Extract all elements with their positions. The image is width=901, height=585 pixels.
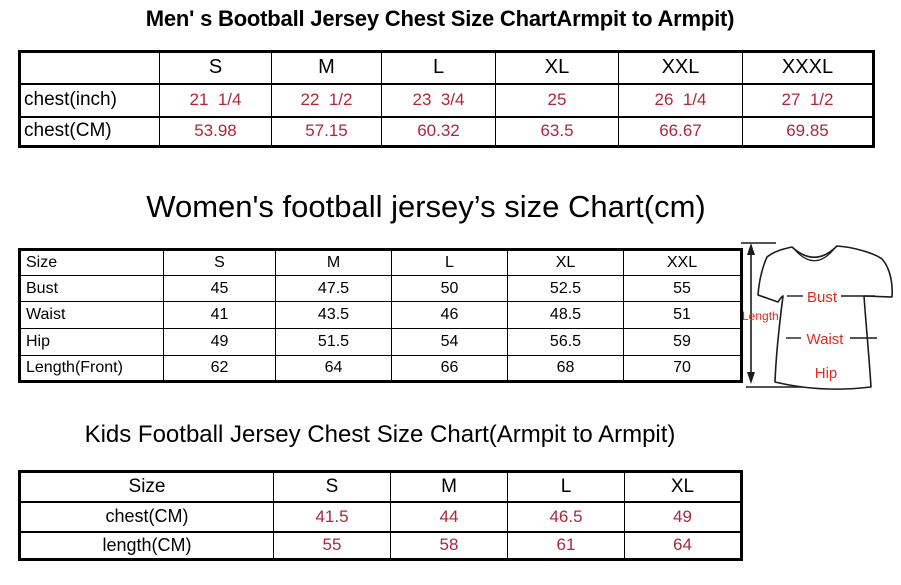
table-row: Length(Front) 62 64 66 68 70	[19, 355, 742, 382]
row-label-cell: chest(inch)	[19, 82, 160, 117]
kids-chart-title: Kids Football Jersey Chest Size Chart(Ar…	[84, 421, 676, 448]
arrow-down-icon	[747, 372, 755, 384]
value-cell: 43.5	[275, 301, 392, 329]
length-label: Length	[742, 309, 779, 323]
value-cell: 46	[391, 301, 508, 329]
value-cell: 68	[507, 355, 624, 382]
corner-cell	[19, 51, 160, 84]
value-cell: 45	[163, 275, 276, 302]
column-header-cell: M	[390, 471, 508, 502]
value-cell: 25	[495, 82, 619, 117]
column-header-cell: XXL	[618, 51, 743, 84]
value-cell: 41.5	[273, 500, 391, 532]
value-cell: 27 1/2	[742, 82, 874, 117]
value-cell: 60.32	[381, 115, 496, 147]
value-cell: 57.15	[271, 115, 382, 147]
row-label-cell: Bust	[19, 275, 164, 302]
table-row: length(CM) 55 58 61 64	[19, 530, 742, 560]
value-cell: 50	[391, 275, 508, 302]
value-cell: 49	[163, 328, 276, 356]
value-cell: 47.5	[275, 275, 392, 302]
value-cell: 23 3/4	[381, 82, 496, 117]
tshirt-measurement-diagram: Bust Waist Hip Length	[740, 237, 901, 395]
column-header-cell: XXL	[623, 249, 742, 276]
value-cell: 44	[390, 500, 508, 532]
mens-chart-title: Men' s Bootball Jersey Chest Size ChartA…	[145, 6, 735, 31]
value-cell: 55	[273, 530, 391, 560]
value-cell: 58	[390, 530, 508, 560]
column-header-cell: XL	[507, 249, 624, 276]
tshirt-outline	[757, 245, 893, 390]
collar-inner-line	[794, 248, 835, 262]
row-label-cell: length(CM)	[19, 530, 274, 560]
arrow-up-icon	[747, 243, 755, 255]
value-cell: 69.85	[742, 115, 874, 147]
column-header-cell: L	[507, 471, 625, 502]
table-row: chest(inch) 21 1/4 22 1/2 23 3/4 25 26 1…	[19, 82, 874, 117]
column-header-cell: Size	[19, 249, 164, 276]
tshirt-icon: Bust Waist Hip Length	[741, 242, 893, 390]
column-header-cell: S	[159, 51, 272, 84]
row-label-cell: Length(Front)	[19, 355, 164, 382]
column-header-cell: M	[271, 51, 382, 84]
row-label-cell: chest(CM)	[19, 115, 160, 147]
kids-size-table: Size S M L XL chest(CM) 41.5 44 46.5 49 …	[18, 470, 743, 561]
value-cell: 21 1/4	[159, 82, 272, 117]
value-cell: 51	[623, 301, 742, 329]
column-header-cell: L	[391, 249, 508, 276]
table-header-row: Size S M L XL XXL	[19, 249, 742, 276]
value-cell: 59	[623, 328, 742, 356]
table-header-row: S M L XL XXL XXXL	[19, 51, 874, 84]
womens-size-table: Size S M L XL XXL Bust 45 47.5 50 52.5 5…	[18, 248, 743, 383]
row-label-cell: chest(CM)	[19, 500, 274, 532]
row-label-cell: Waist	[19, 301, 164, 329]
value-cell: 64	[624, 530, 742, 560]
table-row: Bust 45 47.5 50 52.5 55	[19, 275, 742, 302]
table-row: chest(CM) 53.98 57.15 60.32 63.5 66.67 6…	[19, 115, 874, 147]
column-header-cell: M	[275, 249, 392, 276]
value-cell: 48.5	[507, 301, 624, 329]
value-cell: 52.5	[507, 275, 624, 302]
value-cell: 51.5	[275, 328, 392, 356]
hip-label: Hip	[815, 365, 838, 382]
table-row: Hip 49 51.5 54 56.5 59	[19, 328, 742, 356]
value-cell: 66.67	[618, 115, 743, 147]
value-cell: 64	[275, 355, 392, 382]
table-row: chest(CM) 41.5 44 46.5 49	[19, 500, 742, 532]
column-header-cell: L	[381, 51, 496, 84]
table-row: Waist 41 43.5 46 48.5 51	[19, 301, 742, 329]
value-cell: 22 1/2	[271, 82, 382, 117]
row-label-cell: Hip	[19, 328, 164, 356]
value-cell: 63.5	[495, 115, 619, 147]
waist-label: Waist	[807, 331, 845, 348]
value-cell: 46.5	[507, 500, 625, 532]
mens-size-table: S M L XL XXL XXXL chest(inch) 21 1/4 22 …	[18, 50, 875, 148]
column-header-cell: S	[273, 471, 391, 502]
value-cell: 66	[391, 355, 508, 382]
column-header-cell: S	[163, 249, 276, 276]
value-cell: 70	[623, 355, 742, 382]
column-header-cell: Size	[19, 471, 274, 502]
womens-chart-title: Women's football jersey’s size Chart(cm)	[146, 189, 706, 224]
bust-label: Bust	[807, 289, 838, 306]
value-cell: 56.5	[507, 328, 624, 356]
value-cell: 62	[163, 355, 276, 382]
column-header-cell: XL	[624, 471, 742, 502]
value-cell: 55	[623, 275, 742, 302]
column-header-cell: XXXL	[742, 51, 874, 84]
value-cell: 26 1/4	[618, 82, 743, 117]
table-header-row: Size S M L XL	[19, 471, 742, 502]
value-cell: 41	[163, 301, 276, 329]
value-cell: 53.98	[159, 115, 272, 147]
column-header-cell: XL	[495, 51, 619, 84]
value-cell: 54	[391, 328, 508, 356]
value-cell: 61	[507, 530, 625, 560]
value-cell: 49	[624, 500, 742, 532]
